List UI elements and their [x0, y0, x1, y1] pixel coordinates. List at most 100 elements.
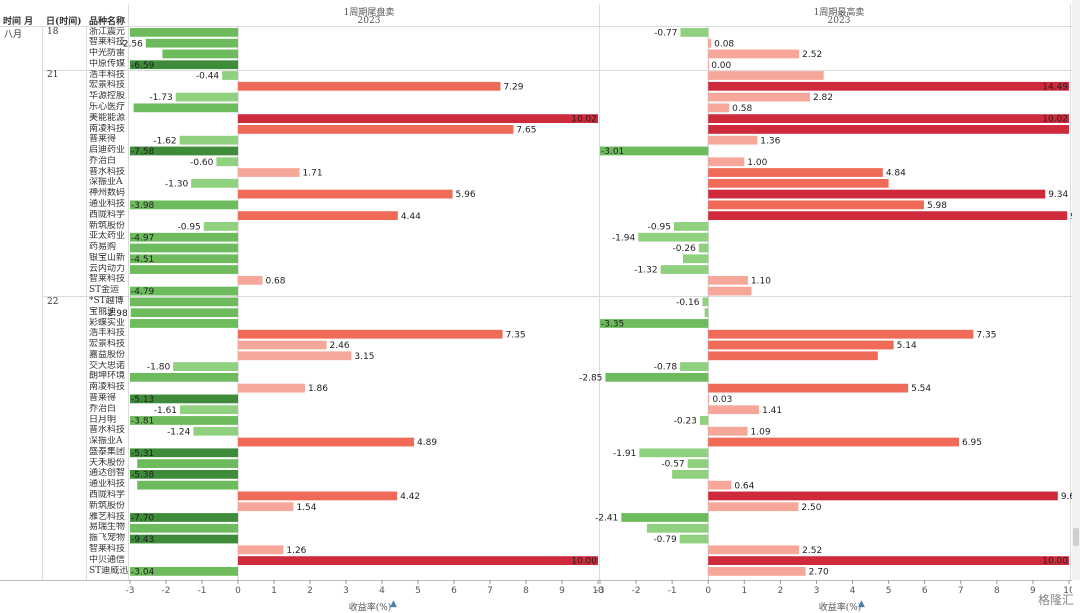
- row-name: ST迪威迅: [89, 565, 129, 576]
- row-name: 南凌科技: [89, 382, 126, 393]
- bar-a: [238, 502, 294, 512]
- bar-b: [698, 243, 709, 253]
- row-name: 普莱得: [89, 393, 117, 404]
- bar-label: -0.26: [673, 244, 697, 254]
- bar-b: [708, 491, 1058, 501]
- bar-b: [708, 340, 894, 350]
- bar-label: 9.34: [1048, 190, 1068, 200]
- bar-label: -7.58: [131, 147, 155, 157]
- bar-b: [708, 60, 710, 70]
- bar-a: [238, 114, 598, 124]
- x-tick-label: 8: [523, 586, 529, 596]
- bar-label: -1.94: [612, 233, 636, 243]
- x-axis-title-b: 收益率(%): [818, 603, 862, 613]
- bar-label: 10.00: [1042, 557, 1068, 567]
- bar-b: [704, 308, 709, 318]
- bar-label: 3.15: [354, 352, 374, 362]
- bar-label: 7.65: [516, 126, 536, 136]
- x-tick-label: -1: [668, 586, 677, 596]
- panel-a-subtitle: 2023: [357, 16, 381, 26]
- row-name: ST金运: [89, 285, 120, 296]
- bar-label: 1.36: [760, 136, 780, 146]
- bar-label: 0.08: [714, 39, 734, 49]
- bar-a: [130, 567, 238, 576]
- col-divider-1: [42, 26, 43, 580]
- bar-b: [680, 362, 709, 371]
- bar-b: [600, 146, 709, 156]
- bar-label: 4.89: [417, 438, 437, 448]
- bar-b: [708, 480, 732, 490]
- bar-a: [162, 49, 238, 59]
- bar-label: 0.64: [734, 481, 754, 491]
- bar-b: [708, 556, 1069, 565]
- bar-label: 0.68: [265, 276, 285, 286]
- bar-a: [145, 38, 238, 48]
- row-name: 彩蝶实业: [89, 317, 126, 328]
- row-name: 启迪药业: [89, 145, 126, 156]
- bar-b: [708, 81, 1069, 91]
- x-tick-label: -2: [162, 586, 171, 596]
- panel-a-title: 1周期尾盘卖: [343, 8, 395, 18]
- bar-b: [708, 114, 1069, 124]
- bar-a: [130, 469, 238, 479]
- bar-a: [130, 265, 238, 274]
- bar-b: [708, 168, 883, 177]
- header-name: 品种名称: [89, 17, 126, 27]
- bar-label: 14.49: [1042, 82, 1068, 92]
- bar-b: [660, 265, 709, 274]
- row-name: 新筑股份: [89, 500, 126, 511]
- bar-label: -4.79: [131, 287, 155, 297]
- x-tick-label: 7: [958, 586, 964, 596]
- row-name: 普水科技: [89, 425, 126, 436]
- bar-a: [130, 232, 238, 242]
- row-name: 盛泰集团: [89, 446, 126, 457]
- bar-b: [639, 448, 709, 458]
- bar-a: [130, 243, 238, 253]
- row-name: 雅艺科技: [89, 511, 126, 522]
- bar-label: 2.70: [809, 568, 829, 578]
- bar-a: [238, 383, 305, 393]
- x-tick-label: 5: [886, 586, 892, 596]
- x-tick-label: 8: [994, 586, 1000, 596]
- row-name: 乐心医疗: [89, 101, 126, 112]
- bar-label: -7.70: [131, 514, 155, 524]
- row-name: 浙江震元: [89, 26, 126, 37]
- vertical-scrollbar[interactable]: [1072, 0, 1080, 580]
- bar-b: [708, 394, 710, 404]
- bar-label: -0.16: [676, 298, 700, 308]
- x-tick-label: -3: [596, 586, 605, 596]
- panel-divider: [599, 4, 600, 580]
- bar-label: 2.52: [802, 546, 822, 556]
- scrollbar-thumb[interactable]: [1073, 528, 1079, 546]
- bar-label: -3.35: [601, 320, 624, 330]
- bar-a: [130, 254, 238, 264]
- row-name: 银宝山新: [89, 252, 126, 263]
- pin-icon-a[interactable]: ▲: [390, 599, 397, 609]
- bar-label: 7.35: [506, 330, 526, 340]
- bar-a: [137, 480, 238, 490]
- bar-label: 1.54: [296, 503, 316, 513]
- bar-b: [708, 189, 1046, 199]
- row-name: 云内动力: [89, 263, 126, 274]
- x-axis-line: [0, 580, 1072, 581]
- bar-label: 2.82: [813, 93, 833, 103]
- bar-label: -0.77: [654, 29, 677, 39]
- bar-label: -1.61: [154, 406, 177, 416]
- bar-b: [680, 28, 709, 37]
- pin-icon-b[interactable]: ▲: [858, 599, 865, 609]
- bar-b: [708, 103, 730, 113]
- bar-b: [672, 469, 709, 479]
- bar-label: -0.78: [654, 363, 678, 373]
- row-name: 西陇科学: [89, 490, 126, 501]
- bar-label: -2.98: [104, 309, 128, 319]
- row-name: 西陇科学: [89, 209, 126, 220]
- bar-label: -5.13: [131, 395, 154, 405]
- bar-b: [708, 275, 748, 285]
- bar-b: [708, 71, 824, 80]
- bar-a: [130, 372, 238, 382]
- bar-a: [130, 319, 238, 328]
- bar-b: [679, 534, 709, 544]
- bar-a: [238, 437, 415, 447]
- row-name: 交大思诺: [89, 360, 126, 371]
- row-name: 南凌科技: [89, 123, 126, 134]
